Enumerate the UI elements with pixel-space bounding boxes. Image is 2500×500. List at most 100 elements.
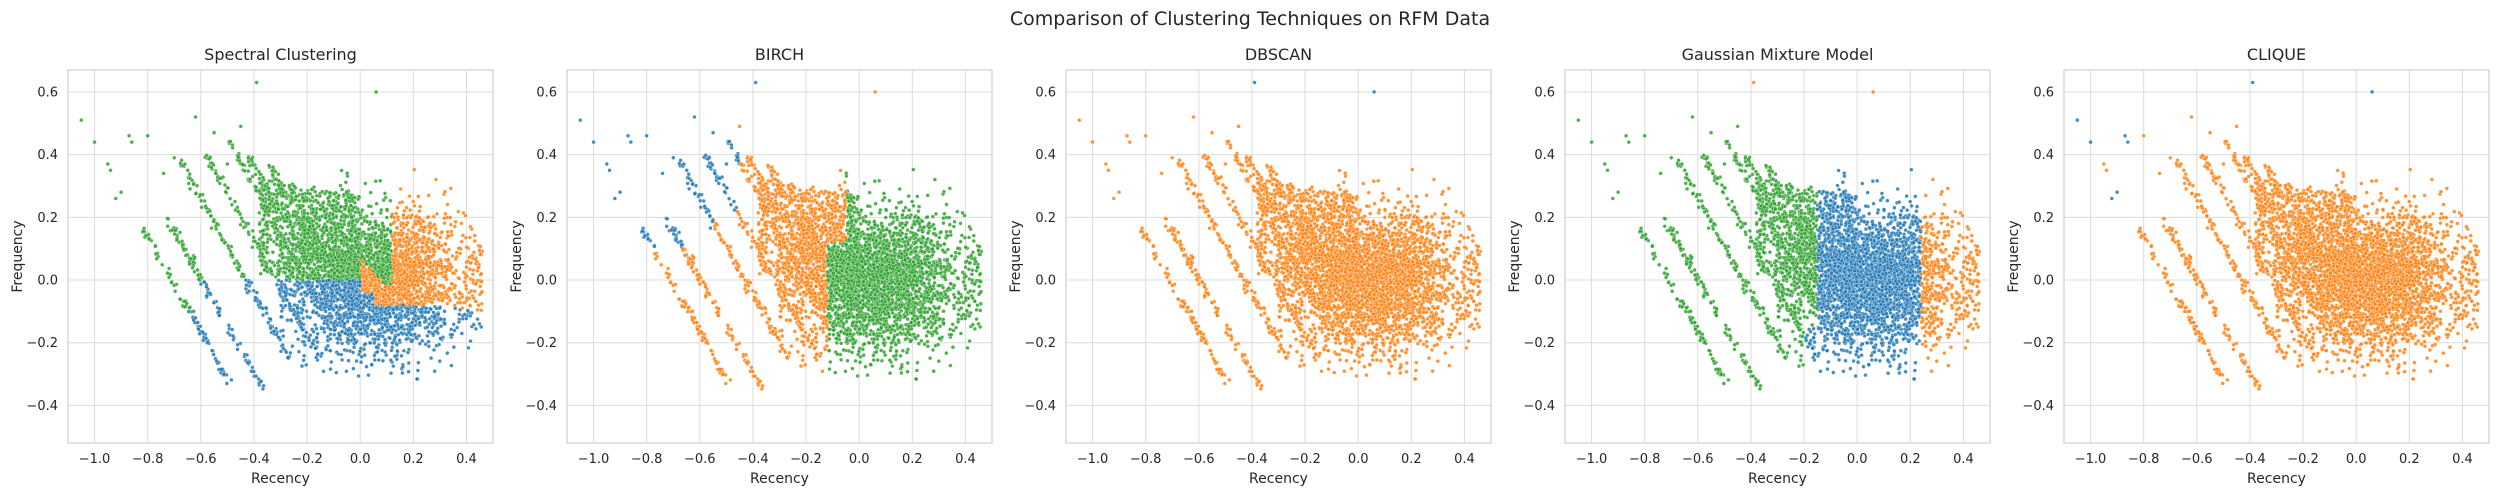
scatter-point	[204, 293, 209, 298]
scatter-point	[199, 205, 204, 210]
scatter-point	[472, 233, 477, 238]
scatter-point	[426, 254, 431, 259]
scatter-point	[336, 352, 341, 357]
scatter-point	[403, 248, 408, 253]
scatter-point	[274, 282, 280, 287]
scatter-point	[359, 221, 364, 226]
scatter-point	[411, 199, 416, 204]
scatter-point	[426, 290, 431, 295]
scatter-point	[418, 286, 423, 291]
scatter-point	[222, 372, 227, 377]
scatter-point	[437, 291, 442, 296]
scatter-point	[307, 257, 312, 262]
scatter-point	[224, 381, 229, 386]
scatter-point	[258, 271, 263, 276]
scatter-point	[470, 253, 475, 258]
scatter-point	[479, 290, 484, 295]
scatter-point	[264, 265, 269, 270]
scatter-point	[445, 267, 450, 272]
scatter-point	[186, 181, 191, 186]
scatter-point	[342, 347, 347, 352]
scatter-point	[178, 297, 183, 302]
scatter-point	[284, 278, 289, 283]
scatter-point	[253, 298, 258, 303]
scatter-point	[304, 330, 309, 335]
scatter-point	[247, 163, 252, 168]
scatter-point	[436, 296, 441, 301]
scatter-point	[250, 365, 255, 370]
scatter-point	[182, 299, 187, 304]
scatter-point	[333, 226, 338, 231]
scatter-point	[425, 276, 430, 281]
scatter-point	[299, 251, 305, 256]
scatter-point	[342, 313, 347, 318]
scatter-point	[280, 225, 285, 230]
scatter-point	[420, 338, 425, 343]
scatter-point	[450, 271, 455, 276]
scatter-point	[217, 313, 222, 318]
scatter-point	[327, 190, 332, 195]
scatter-point	[406, 228, 411, 233]
scatter-point	[316, 200, 321, 205]
scatter-point	[405, 235, 410, 240]
scatter-point	[449, 229, 454, 234]
scatter-points	[578, 80, 984, 391]
scatter-point	[376, 357, 381, 363]
scatter-point	[310, 270, 315, 275]
scatter-point	[425, 285, 430, 290]
scatter-point	[328, 348, 333, 353]
scatter-point	[380, 221, 385, 226]
scatter-point	[335, 297, 340, 302]
scatter-point	[387, 311, 392, 316]
scatter-point	[387, 336, 392, 341]
scatter-point	[334, 304, 339, 309]
scatter-point	[280, 328, 285, 333]
scatter-point	[416, 194, 421, 199]
scatter-point	[192, 269, 197, 274]
scatter-point	[194, 183, 200, 188]
x-tick-label: −0.8	[132, 452, 164, 467]
scatter-point	[370, 211, 375, 216]
scatter-point	[442, 309, 447, 314]
scatter-point	[406, 289, 411, 294]
scatter-point	[344, 189, 349, 194]
scatter-point	[342, 321, 347, 326]
scatter-point	[426, 231, 432, 236]
scatter-point	[374, 222, 379, 227]
scatter-point	[266, 320, 271, 325]
scatter-point	[258, 379, 263, 384]
scatter-point	[270, 172, 275, 177]
scatter-point	[274, 242, 279, 247]
scatter-point	[373, 265, 378, 270]
scatter-point	[293, 329, 298, 334]
scatter-point	[279, 211, 284, 216]
scatter-point	[346, 328, 351, 333]
scatter-point	[380, 257, 385, 262]
scatter-point	[280, 251, 285, 257]
scatter-point	[319, 351, 324, 356]
scatter-point	[295, 305, 300, 310]
scatter-point	[339, 214, 344, 219]
scatter-point	[450, 332, 455, 337]
scatter-point	[389, 348, 394, 353]
scatter-point	[294, 316, 299, 321]
scatter-point	[468, 261, 473, 266]
scatter-point	[302, 290, 307, 295]
scatter-point	[301, 358, 306, 363]
scatter-point	[333, 244, 338, 249]
scatter-point	[384, 207, 390, 212]
scatter-point	[285, 355, 290, 360]
scatter-point	[443, 211, 448, 216]
scatter-point	[346, 358, 351, 363]
scatter-point	[349, 233, 354, 238]
scatter-point	[113, 196, 118, 201]
scatter-point	[421, 219, 426, 224]
scatter-point	[430, 238, 435, 243]
scatter-point	[310, 195, 315, 200]
scatter-point	[404, 215, 409, 220]
scatter-point	[472, 289, 477, 294]
scatter-point	[314, 335, 319, 340]
scatter-point	[191, 309, 196, 314]
scatter-point	[391, 364, 396, 369]
scatter-point	[455, 325, 460, 330]
